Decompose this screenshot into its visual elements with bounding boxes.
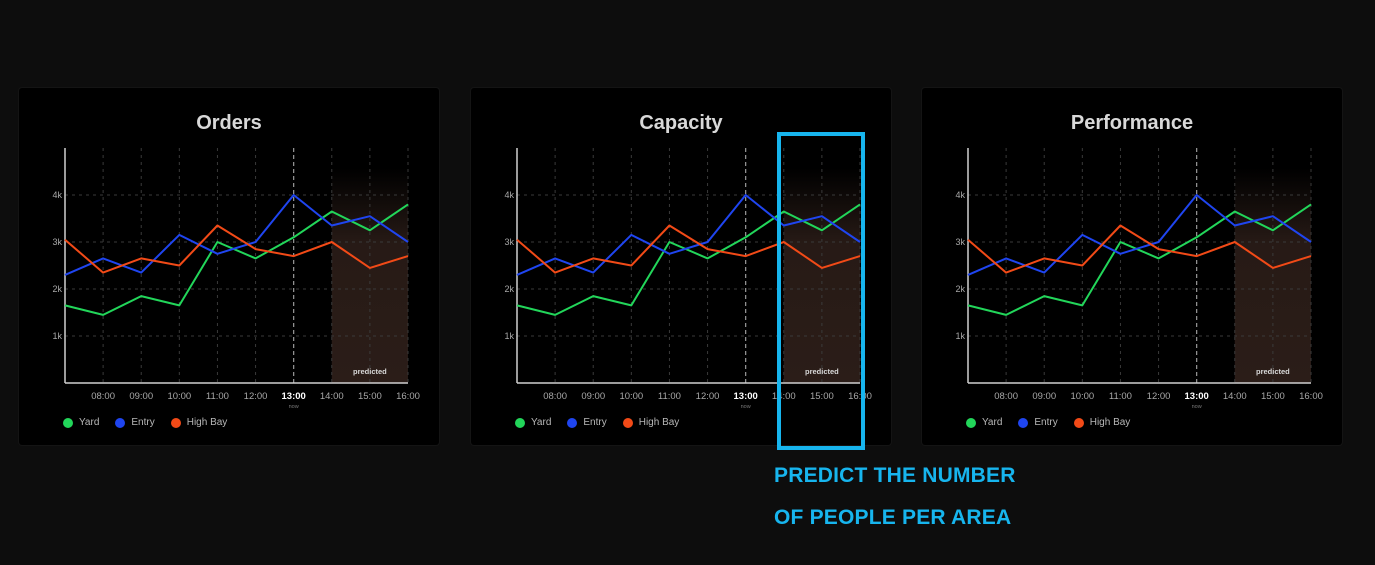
chart-legend: Yard Entry High Bay — [63, 417, 227, 428]
x-tick-label: 11:00 — [1109, 391, 1132, 402]
predicted-label: predicted — [353, 367, 387, 376]
y-tick-label: 1k — [955, 331, 965, 341]
legend-dot-high-bay — [1073, 417, 1084, 428]
legend-item-entry: Entry — [1018, 417, 1058, 428]
now-label: now — [741, 404, 751, 410]
y-tick-label: 1k — [504, 331, 514, 341]
x-tick-label: 12:00 — [244, 391, 268, 402]
chart-legend: Yard Entry High Bay — [515, 417, 679, 428]
x-tick-label: 10:00 — [619, 391, 643, 402]
line-chart-capacity: 1k 2k 3k 4k 08:00 09:00 10:00 11:00 12:00 13:00 14… — [504, 148, 872, 410]
x-tick-label: 15:00 — [358, 391, 382, 402]
x-tick-label: 14:00 — [772, 391, 796, 402]
y-tick-label: 4k — [52, 190, 62, 200]
predicted-label: predicted — [805, 367, 839, 376]
chart-title: Capacity — [639, 112, 723, 134]
chart-title: Orders — [196, 112, 262, 134]
y-tick-label: 2k — [52, 284, 62, 294]
legend-label-high-bay: High Bay — [186, 417, 228, 428]
legend-label-high-bay: High Bay — [638, 417, 680, 428]
legend-label-entry: Entry — [131, 417, 155, 428]
x-tick-label: 13:00 — [282, 391, 306, 402]
legend-label-yard: Yard — [982, 417, 1003, 428]
x-tick-label: 11:00 — [658, 391, 681, 402]
x-tick-label: 08:00 — [994, 391, 1018, 402]
legend-label-yard: Yard — [79, 417, 100, 428]
legend-item-entry: Entry — [567, 417, 607, 428]
line-chart-orders: 1k 2k 3k 4k 08:00 09:00 10:00 11:00 12:00 13:00 14… — [52, 148, 420, 410]
series-line-high-bay — [967, 224, 1312, 274]
annotation-line-2: OF PEOPLE PER AREA — [774, 506, 1012, 529]
chart-card-performance: Performance 1k 2k 3k 4k 08:00 09:00 10:00 11:00… — [922, 88, 1342, 445]
legend-label-entry: Entry — [583, 417, 607, 428]
predicted-label: predicted — [1256, 367, 1290, 376]
x-tick-label: 09:00 — [1032, 391, 1056, 402]
chart-legend: Yard Entry High Bay — [966, 417, 1130, 428]
legend-item-entry: Entry — [115, 417, 155, 428]
now-label: now — [289, 404, 299, 410]
chart-title: Performance — [1070, 112, 1194, 134]
legend-label-high-bay: High Bay — [1089, 417, 1131, 428]
legend-label-entry: Entry — [1034, 417, 1058, 428]
line-chart-performance: 1k 2k 3k 4k 08:00 09:00 10:00 11:00 12:00 13:00 14… — [955, 148, 1323, 410]
x-tick-label: 13:00 — [734, 391, 758, 402]
y-tick-label: 2k — [504, 284, 514, 294]
prediction-highlight-box — [777, 132, 865, 450]
x-tick-label: 16:00 — [848, 391, 872, 402]
legend-label-yard: Yard — [531, 417, 552, 428]
x-tick-label: 08:00 — [91, 391, 115, 402]
x-tick-label: 10:00 — [167, 391, 191, 402]
x-tick-label: 14:00 — [1223, 391, 1247, 402]
y-tick-label: 4k — [504, 190, 514, 200]
x-tick-label: 09:00 — [581, 391, 605, 402]
series-line-high-bay — [516, 224, 861, 274]
y-tick-label: 3k — [955, 237, 965, 247]
x-tick-label: 12:00 — [696, 391, 720, 402]
series-line-high-bay — [64, 224, 409, 274]
legend-dot-entry — [567, 417, 578, 428]
legend-dot-high-bay — [170, 417, 181, 428]
legend-item-high-bay: High Bay — [1073, 417, 1131, 428]
y-tick-label: 3k — [504, 237, 514, 247]
legend-dot-high-bay — [622, 417, 633, 428]
legend-dot-yard — [515, 417, 525, 428]
legend-dot-yard — [63, 417, 73, 428]
now-label: now — [1192, 404, 1202, 410]
x-tick-label: 13:00 — [1185, 391, 1209, 402]
annotation-line-1: PREDICT THE NUMBER — [774, 464, 1016, 487]
x-tick-label: 16:00 — [1299, 391, 1323, 402]
legend-dot-yard — [966, 417, 976, 428]
chart-card-orders: Orders 1k 2k 3k 4k 08:00 09:00 10:00 11:00 12:00… — [19, 88, 439, 445]
x-tick-label: 11:00 — [206, 391, 229, 402]
y-tick-label: 3k — [52, 237, 62, 247]
x-tick-label: 15:00 — [1261, 391, 1285, 402]
legend-item-yard: Yard — [63, 417, 99, 428]
x-tick-label: 16:00 — [396, 391, 420, 402]
y-tick-label: 1k — [52, 331, 62, 341]
legend-item-high-bay: High Bay — [622, 417, 680, 428]
x-tick-label: 12:00 — [1147, 391, 1171, 402]
legend-dot-entry — [1018, 417, 1029, 428]
legend-item-high-bay: High Bay — [170, 417, 228, 428]
y-tick-label: 2k — [955, 284, 965, 294]
y-tick-label: 4k — [955, 190, 965, 200]
legend-item-yard: Yard — [966, 417, 1002, 428]
x-tick-label: 15:00 — [810, 391, 834, 402]
x-tick-label: 09:00 — [129, 391, 153, 402]
x-tick-label: 14:00 — [320, 391, 344, 402]
x-tick-label: 08:00 — [543, 391, 567, 402]
legend-dot-entry — [115, 417, 126, 428]
chart-card-capacity: Capacity 1k 2k 3k 4k 08:00 09:00 10:00 11:00 12:… — [471, 88, 891, 445]
legend-item-yard: Yard — [515, 417, 551, 428]
x-tick-label: 10:00 — [1070, 391, 1094, 402]
